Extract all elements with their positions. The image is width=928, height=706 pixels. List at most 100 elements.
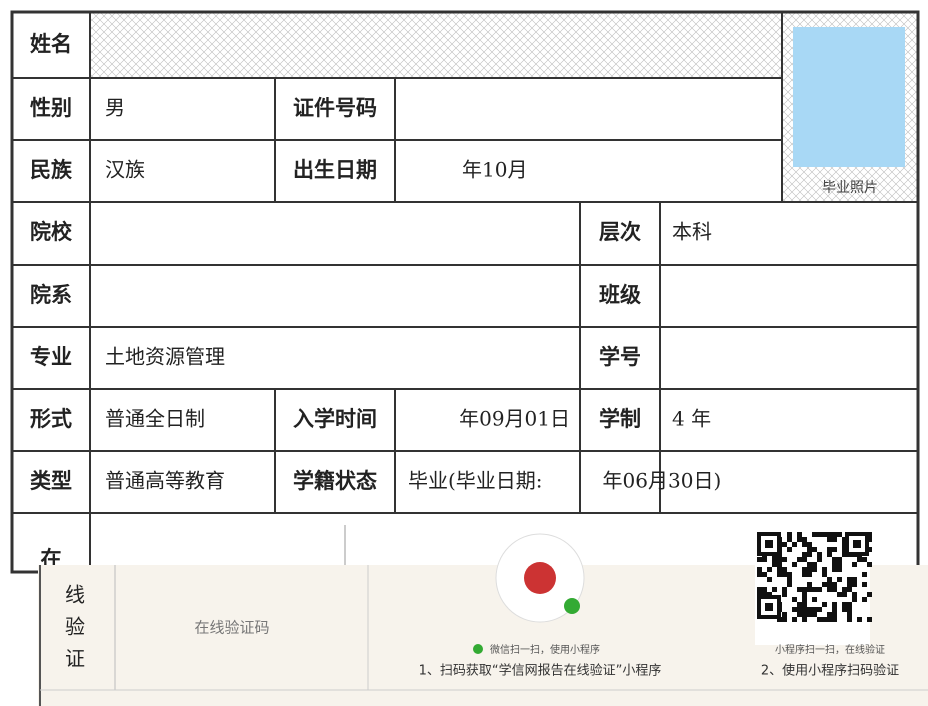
qr-cell bbox=[782, 542, 787, 547]
label: 学制 bbox=[599, 407, 641, 431]
qr-cell bbox=[837, 577, 842, 582]
qr-cell bbox=[765, 603, 773, 611]
label: 专业 bbox=[30, 345, 72, 369]
qr-cell bbox=[782, 612, 787, 617]
value: 土地资源管理 bbox=[105, 345, 225, 369]
qr-cell bbox=[842, 537, 847, 542]
qr-cell bbox=[777, 557, 782, 562]
qr-cell bbox=[767, 592, 772, 597]
qr-cell bbox=[787, 572, 792, 577]
qr-cell bbox=[772, 562, 777, 567]
qr-cell bbox=[792, 542, 797, 547]
qr-cell bbox=[762, 592, 767, 597]
qr-cell bbox=[807, 547, 812, 552]
qr-cell bbox=[832, 557, 837, 562]
qr-cell bbox=[782, 617, 787, 622]
qr-cell bbox=[832, 617, 837, 622]
qr-cell bbox=[832, 562, 837, 567]
qr-cell bbox=[832, 607, 837, 612]
qr-cell bbox=[782, 587, 787, 592]
step: 2、使用小程序扫码验证 bbox=[761, 663, 899, 679]
photo bbox=[793, 27, 905, 167]
label: 班级 bbox=[599, 283, 641, 307]
label: 出生日期 bbox=[293, 158, 377, 182]
label: 证件号码 bbox=[293, 96, 377, 120]
qr-cell bbox=[832, 602, 837, 607]
qr-cell bbox=[857, 557, 862, 562]
verify-strip: 线 验 证 在线验证码 微信扫一扫，使用小程序 1、扫码获取“学信网报告在线验证… bbox=[38, 530, 928, 706]
qr-cell bbox=[797, 602, 802, 607]
qr-cell bbox=[842, 552, 847, 557]
qr-cell bbox=[837, 592, 842, 597]
qr-cell bbox=[827, 582, 832, 587]
qr-cell bbox=[807, 542, 812, 547]
qr-cell bbox=[832, 567, 837, 572]
qr-cell bbox=[842, 592, 847, 597]
qr-cell bbox=[867, 617, 872, 622]
qr-cell bbox=[847, 602, 852, 607]
qr-cell bbox=[787, 537, 792, 542]
qr-cell bbox=[802, 572, 807, 577]
qr-cell bbox=[832, 612, 837, 617]
qr-cell bbox=[802, 617, 807, 622]
qr-cell bbox=[797, 537, 802, 542]
qr-cell bbox=[832, 537, 837, 542]
qr-cell bbox=[802, 602, 807, 607]
qr-cell bbox=[867, 532, 872, 537]
qr-cell bbox=[807, 587, 812, 592]
qr-cell bbox=[822, 617, 827, 622]
qr-cell bbox=[802, 567, 807, 572]
label: 院系 bbox=[30, 283, 72, 307]
mini-code-logo bbox=[524, 562, 556, 594]
qr-cell bbox=[812, 567, 817, 572]
qr-cell bbox=[852, 597, 857, 602]
qr-cell bbox=[777, 567, 782, 572]
qr-cell bbox=[802, 592, 807, 597]
qr-cell bbox=[827, 587, 832, 592]
qr-cell bbox=[852, 577, 857, 582]
qr-cell bbox=[842, 587, 847, 592]
qr-cell bbox=[787, 547, 792, 552]
qr-cell bbox=[757, 557, 762, 562]
value: 年09月01日 bbox=[459, 407, 570, 431]
qr-cell bbox=[867, 547, 872, 552]
qr-cell bbox=[822, 582, 827, 587]
qr-cell bbox=[762, 572, 767, 577]
qr-cell bbox=[802, 557, 807, 562]
wechat-icon bbox=[564, 598, 580, 614]
qr-cell bbox=[822, 567, 827, 572]
qr-cell bbox=[862, 582, 867, 587]
qr-cell bbox=[832, 582, 837, 587]
qr-cell bbox=[757, 587, 762, 592]
qr-cell bbox=[757, 572, 762, 577]
qr-cell bbox=[832, 547, 837, 552]
qr-cell bbox=[787, 582, 792, 587]
qr-cell bbox=[812, 597, 817, 602]
qr-cell bbox=[827, 612, 832, 617]
qr-cell bbox=[827, 532, 832, 537]
pattern bbox=[90, 12, 782, 78]
value: 汉族 bbox=[105, 158, 145, 182]
qr-cell bbox=[782, 572, 787, 577]
qr-cell bbox=[853, 540, 861, 548]
qr-cell bbox=[792, 607, 797, 612]
verify-label: 证 bbox=[65, 647, 85, 671]
fields: 姓名 性别 男 证件号码 民族 汉族 出生日期 年10月 毕业照片 院校 层次 … bbox=[30, 32, 878, 571]
qr-cell bbox=[817, 617, 822, 622]
qr-cell bbox=[782, 567, 787, 572]
qr-cell bbox=[802, 612, 807, 617]
qr-cell bbox=[802, 597, 807, 602]
label: 入学时间 bbox=[293, 407, 377, 431]
code-label: 在线验证码 bbox=[194, 619, 269, 637]
qr-cell bbox=[852, 562, 857, 567]
qr-cell bbox=[842, 602, 847, 607]
qr-cell bbox=[812, 547, 817, 552]
qr-cell bbox=[772, 587, 777, 592]
photo-caption: 毕业照片 bbox=[822, 180, 878, 196]
qr-cell bbox=[802, 542, 807, 547]
qr-cell bbox=[827, 552, 832, 557]
label: 姓名 bbox=[30, 32, 72, 56]
qr-cell bbox=[867, 537, 872, 542]
value: 本科 bbox=[672, 220, 712, 244]
qr-cell bbox=[767, 567, 772, 572]
